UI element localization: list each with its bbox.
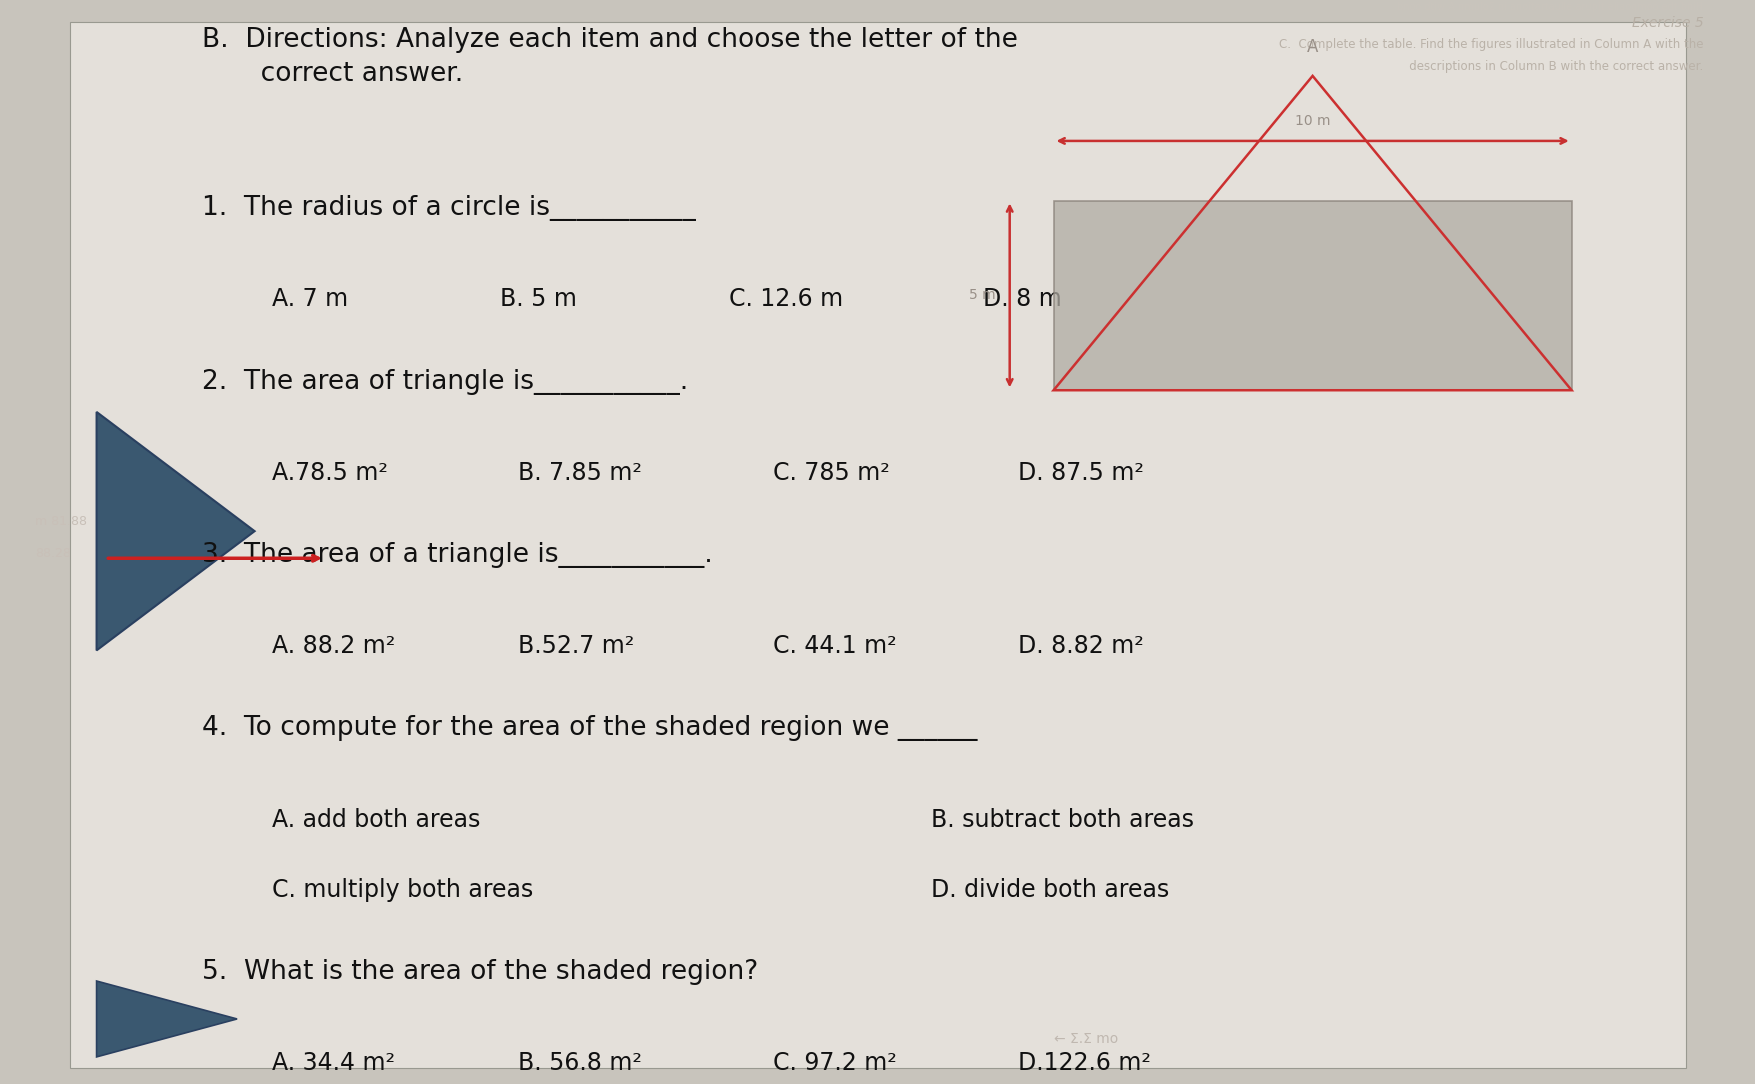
Text: B. 5 m: B. 5 m bbox=[500, 287, 577, 311]
Text: A. 88.2 m²: A. 88.2 m² bbox=[272, 634, 395, 658]
Text: bnoo dtiw A nmuloΣ ni anoitartaullϵ arupit eliaoqmoo edt bniH: bnoo dtiw A nmuloΣ ni anoitartaullϵ arup… bbox=[1397, 2, 1702, 12]
Text: 4.  To compute for the area of the shaded region we ______: 4. To compute for the area of the shaded… bbox=[202, 715, 978, 741]
Polygon shape bbox=[97, 412, 254, 650]
Text: D. divide both areas: D. divide both areas bbox=[930, 878, 1169, 902]
Text: C. 785 m²: C. 785 m² bbox=[772, 461, 888, 485]
Text: D. 8 m: D. 8 m bbox=[983, 287, 1062, 311]
Bar bbox=[1053, 201, 1571, 390]
Text: descriptions in Column B with the correct answer.: descriptions in Column B with the correc… bbox=[1383, 60, 1702, 73]
Text: 10 m: 10 m bbox=[1293, 114, 1330, 128]
Text: D. 87.5 m²: D. 87.5 m² bbox=[1018, 461, 1144, 485]
Text: A. 34.4 m²: A. 34.4 m² bbox=[272, 1051, 395, 1075]
Polygon shape bbox=[97, 981, 237, 1057]
Text: B. 7.85 m²: B. 7.85 m² bbox=[518, 461, 642, 485]
Text: C. 12.6 m: C. 12.6 m bbox=[728, 287, 842, 311]
Text: C. 97.2 m²: C. 97.2 m² bbox=[772, 1051, 895, 1075]
Text: 88.28: 88.28 bbox=[35, 547, 70, 560]
Text: D.122.6 m²: D.122.6 m² bbox=[1018, 1051, 1151, 1075]
Text: A.78.5 m²: A.78.5 m² bbox=[272, 461, 388, 485]
Text: A: A bbox=[1306, 38, 1318, 56]
Text: 1.  The radius of a circle is___________: 1. The radius of a circle is___________ bbox=[202, 195, 695, 221]
Text: 3.  The area of a triangle is___________.: 3. The area of a triangle is___________. bbox=[202, 542, 713, 568]
Text: C.  Complete the table. Find the figures illustrated in Column A with the: C. Complete the table. Find the figures … bbox=[1278, 38, 1702, 51]
Text: 2.  The area of triangle is___________.: 2. The area of triangle is___________. bbox=[202, 369, 688, 395]
Text: m 81.88: m 81.88 bbox=[35, 515, 88, 528]
Text: B.52.7 m²: B.52.7 m² bbox=[518, 634, 634, 658]
Text: C. 44.1 m²: C. 44.1 m² bbox=[772, 634, 895, 658]
Text: B.  Directions: Analyze each item and choose the letter of the
       correct an: B. Directions: Analyze each item and cho… bbox=[202, 27, 1018, 87]
Text: 5 m: 5 m bbox=[969, 288, 995, 302]
Text: B. subtract both areas: B. subtract both areas bbox=[930, 808, 1193, 831]
Text: A. add both areas: A. add both areas bbox=[272, 808, 481, 831]
Text: ← Σ.Σ mo: ← Σ.Σ mo bbox=[1053, 1032, 1118, 1046]
Text: Exercise 5: Exercise 5 bbox=[1630, 16, 1702, 30]
Text: ’mo Σ.Σ: ’mo Σ.Σ bbox=[97, 1032, 149, 1046]
Text: A. 7 m: A. 7 m bbox=[272, 287, 347, 311]
Text: C. multiply both areas: C. multiply both areas bbox=[272, 878, 534, 902]
Text: B. 56.8 m²: B. 56.8 m² bbox=[518, 1051, 642, 1075]
Text: D. 8.82 m²: D. 8.82 m² bbox=[1018, 634, 1144, 658]
Text: 5.  What is the area of the shaded region?: 5. What is the area of the shaded region… bbox=[202, 959, 758, 985]
